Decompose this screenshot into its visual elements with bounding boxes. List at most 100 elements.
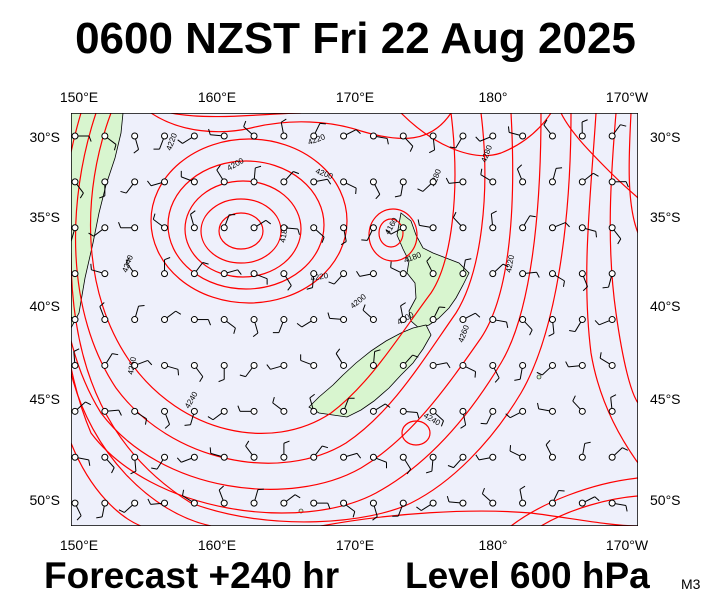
wind-barb-feather <box>529 329 533 336</box>
wind-barb-feather <box>519 485 526 490</box>
wind-barb-feather <box>406 468 412 475</box>
wind-station-circle <box>101 316 109 324</box>
wind-barb-feather <box>88 135 92 142</box>
wind-barb-feather <box>584 441 591 444</box>
wind-station-circle <box>131 407 139 415</box>
wind-station-circle <box>548 361 556 369</box>
wind-station-circle <box>369 361 377 369</box>
wind-station-circle <box>280 270 288 278</box>
wind-station-circle <box>399 132 407 140</box>
wind-barb-feather <box>112 353 119 356</box>
wind-station-circle <box>131 499 139 507</box>
wind-station-circle <box>459 407 467 415</box>
wind-barb-feather <box>138 305 145 307</box>
wind-barb-feather <box>355 129 361 135</box>
wind-barb-feather <box>620 124 627 127</box>
wind-station-circle <box>578 270 586 278</box>
wind-barb-feather <box>593 172 599 177</box>
wind-station-circle <box>608 270 616 278</box>
wind-barb-feather <box>425 470 433 474</box>
wind-barb-feather <box>293 171 300 175</box>
wind-station-circle <box>131 361 139 369</box>
wind-barb-feather <box>327 312 331 319</box>
wind-barb-feather <box>506 321 509 328</box>
wind-barb-feather <box>447 465 454 469</box>
wind-station-circle <box>399 407 407 415</box>
wind-barb-feather <box>529 215 536 218</box>
lat-label-right-30s: 30°S <box>650 129 681 145</box>
wind-barb-feather <box>394 195 401 198</box>
wind-station-circle <box>429 224 437 232</box>
wind-station-circle <box>161 132 169 140</box>
wind-barb-feather <box>265 219 272 225</box>
wind-station-circle <box>280 224 288 232</box>
wind-barb-feather <box>239 374 246 378</box>
wind-station-circle <box>280 178 288 186</box>
lat-label-left-35s: 35°S <box>29 209 60 225</box>
wind-barb-feather <box>233 327 236 334</box>
wind-barb-feather <box>257 488 264 491</box>
wind-station-circle <box>131 270 139 278</box>
wind-barb-feather <box>147 498 152 505</box>
wind-station-circle <box>220 316 228 324</box>
wind-station-circle <box>310 453 318 461</box>
wind-station-circle <box>548 453 556 461</box>
wind-station-circle <box>220 178 228 186</box>
wind-barb-feather <box>594 320 600 326</box>
wind-barb-feather <box>328 281 335 285</box>
wind-barb-feather <box>327 178 332 185</box>
wind-station-circle <box>250 224 258 232</box>
lon-label-top-170e: 170°E <box>335 89 375 105</box>
wind-station-circle <box>399 316 407 324</box>
wind-barb-feather <box>543 119 548 126</box>
wind-barb-feather <box>622 447 629 451</box>
wind-barb-feather <box>216 164 221 171</box>
wind-barb-feather <box>625 505 628 512</box>
wind-barb-feather <box>581 119 588 123</box>
wind-barb-feather <box>218 378 225 383</box>
lon-label-bottom-180: 180° <box>478 537 508 553</box>
wind-barb-feather <box>460 424 466 429</box>
wind-station-circle <box>489 178 497 186</box>
wind-barb-feather <box>429 149 435 154</box>
wind-station-circle <box>161 224 169 232</box>
wind-barb-feather <box>164 257 171 261</box>
wind-station-circle <box>250 407 258 415</box>
wind-station-circle <box>429 361 437 369</box>
wind-station-circle <box>608 316 616 324</box>
wind-barb-feather <box>79 192 84 199</box>
wind-barb-feather <box>475 312 481 318</box>
wind-barb-feather <box>182 489 185 496</box>
wind-barb-feather <box>375 194 381 200</box>
wind-barb-feather <box>475 454 480 461</box>
wind-station-circle <box>280 361 288 369</box>
wind-barb-feather <box>272 396 275 404</box>
wind-station-circle <box>310 270 318 278</box>
wind-barb-feather <box>536 271 540 278</box>
wind-station-circle <box>220 407 228 415</box>
wind-station-circle <box>489 361 497 369</box>
wind-barb-feather <box>517 164 523 170</box>
wind-barb-feather <box>548 333 555 337</box>
wind-station-circle <box>548 178 556 186</box>
wind-barb-feather <box>416 506 422 511</box>
wind-station-circle <box>489 316 497 324</box>
wind-station-circle <box>459 316 467 324</box>
wind-station-circle <box>548 499 556 507</box>
wind-station-circle <box>250 270 258 278</box>
wind-barb-feather <box>417 188 424 192</box>
wind-station-circle <box>608 407 616 415</box>
lon-label-bottom-170e: 170°E <box>335 537 375 553</box>
wind-barb-feather <box>562 280 565 287</box>
wind-station-circle <box>548 407 556 415</box>
wind-barb-feather <box>73 348 80 352</box>
wind-station-circle <box>340 132 348 140</box>
wind-barb-feather <box>465 258 472 261</box>
wind-barb-feather <box>90 263 92 270</box>
wind-barb-feather <box>113 144 117 151</box>
lat-label-left-40s: 40°S <box>29 298 60 314</box>
wind-station-circle <box>489 407 497 415</box>
height-contours <box>71 113 638 526</box>
wind-barb-feather <box>412 354 419 358</box>
wind-barb-feather <box>144 418 148 425</box>
